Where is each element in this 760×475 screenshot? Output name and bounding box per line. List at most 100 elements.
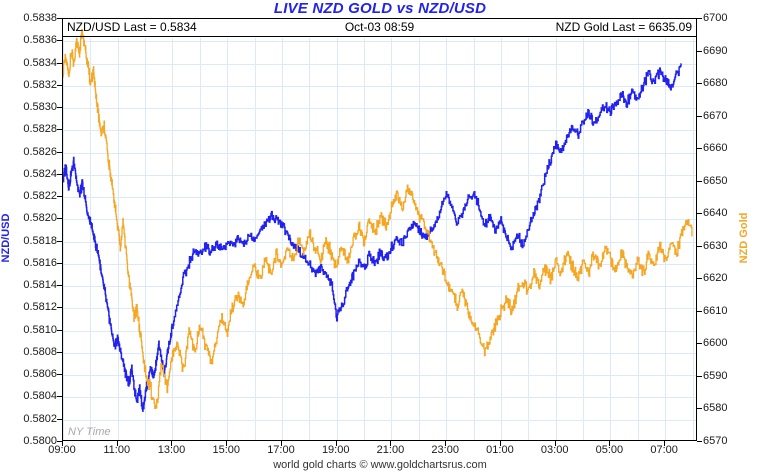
timezone-watermark: NY Time	[68, 426, 111, 438]
x-axis-tick-label: 11:00	[103, 444, 131, 456]
y-axis-tick-label: 0.5836	[23, 34, 57, 47]
y-axis-tick-label: 0.5812	[23, 301, 57, 314]
x-axis-tick-mark	[117, 441, 118, 446]
x-axis-tick-label: 15:00	[212, 444, 240, 456]
y2-axis-tick-label: 6650	[703, 174, 728, 187]
x-axis-tick-mark	[226, 441, 227, 446]
left-axis-title: NZD/USD	[0, 213, 12, 263]
y2-axis-tick-mark	[697, 51, 702, 52]
y-axis-tick-mark	[57, 107, 62, 108]
x-axis-tick-label: 03:00	[540, 444, 569, 456]
x-axis-tick-mark	[500, 441, 501, 446]
y-axis-tick-mark	[57, 85, 62, 86]
y2-axis-tick-mark	[697, 18, 702, 19]
y2-axis-tick-mark	[697, 311, 702, 312]
footer-credit: world gold charts © www.goldchartsrus.co…	[273, 459, 487, 471]
x-axis-tick-label: 07:00	[650, 444, 678, 456]
x-axis-tick-label: 09:00	[48, 444, 76, 456]
y-axis-tick-label: 0.5806	[23, 368, 57, 381]
y2-axis-tick-label: 6690	[703, 44, 728, 57]
y2-axis-tick-mark	[697, 83, 702, 84]
y-axis-tick-label: 0.5824	[23, 167, 57, 180]
y-axis-tick-mark	[57, 63, 62, 64]
y-axis-tick-mark	[57, 419, 62, 420]
y2-axis-tick-label: 6630	[703, 239, 728, 252]
y-axis-tick-label: 0.5814	[23, 279, 57, 292]
x-axis-tick-mark	[609, 441, 610, 446]
y-axis-tick-label: 0.5820	[23, 212, 57, 225]
y2-axis-tick-label: 6600	[703, 337, 728, 350]
y-axis-tick-mark	[57, 18, 62, 19]
y-axis-tick-label: 0.5830	[23, 101, 57, 114]
y-axis-tick-mark	[57, 263, 62, 264]
y-axis-tick-label: 0.5810	[23, 323, 57, 336]
x-axis-tick-label: 23:00	[431, 444, 459, 456]
y-axis-tick-label: 0.5816	[23, 256, 57, 269]
y-axis-tick-label: 0.5808	[23, 345, 57, 358]
y-axis-tick-mark	[57, 218, 62, 219]
y-axis-tick-mark	[57, 441, 62, 442]
y2-axis-tick-label: 6580	[703, 402, 728, 415]
page-title: LIVE NZD GOLD vs NZD/USD	[273, 0, 487, 17]
y-axis-tick-label: 0.5822	[23, 190, 57, 203]
y-axis-tick-label: 0.5826	[23, 145, 57, 158]
y2-axis-tick-label: 6620	[703, 272, 728, 285]
y2-axis-tick-mark	[697, 181, 702, 182]
gridlines	[63, 38, 696, 440]
y2-axis-tick-mark	[697, 148, 702, 149]
x-axis-tick-mark	[336, 441, 337, 446]
y-axis-tick-label: 0.5804	[23, 390, 57, 403]
x-axis-tick-label: 01:00	[486, 444, 514, 456]
y-axis-tick-mark	[57, 396, 62, 397]
plot-area	[62, 18, 697, 441]
x-axis-tick-mark	[281, 441, 282, 446]
x-axis-tick-mark	[555, 441, 556, 446]
series-lines	[63, 28, 693, 412]
y2-axis-tick-label: 6700	[703, 12, 728, 24]
y2-axis-tick-mark	[697, 408, 702, 409]
y2-axis-tick-label: 6670	[703, 109, 728, 122]
y-axis-tick-label: 0.5800	[23, 435, 57, 447]
y2-axis-tick-label: 6610	[703, 304, 728, 317]
x-axis-tick-mark	[390, 441, 391, 446]
y2-axis-tick-mark	[697, 213, 702, 214]
y-axis-tick-mark	[57, 129, 62, 130]
x-axis-tick-mark	[664, 441, 665, 446]
y-axis-tick-label: 0.5818	[23, 234, 57, 247]
y-axis-tick-mark	[57, 330, 62, 331]
y-axis-tick-mark	[57, 352, 62, 353]
x-axis-tick-mark	[445, 441, 446, 446]
y2-axis-tick-mark	[697, 246, 702, 247]
y-axis-tick-label: 0.5834	[23, 56, 57, 69]
y2-axis-tick-label: 6590	[703, 369, 728, 382]
y2-axis-tick-label: 6640	[703, 207, 728, 220]
y2-axis-tick-mark	[697, 441, 702, 442]
y2-axis-tick-label: 6680	[703, 77, 728, 90]
y2-axis-tick-mark	[697, 116, 702, 117]
x-axis-tick-label: 21:00	[376, 444, 405, 456]
y-axis-tick-label: 0.5802	[23, 412, 57, 425]
y2-axis-tick-mark	[697, 278, 702, 279]
x-axis-tick-label: 17:00	[267, 444, 295, 456]
y2-axis-tick-label: 6660	[703, 142, 728, 155]
y-axis-tick-mark	[57, 374, 62, 375]
x-axis-tick-mark	[62, 441, 63, 446]
y-axis-tick-mark	[57, 241, 62, 242]
y-axis-tick-mark	[57, 307, 62, 308]
y-axis-tick-mark	[57, 285, 62, 286]
x-axis-tick-label: 05:00	[595, 444, 624, 456]
series-nzd-gold	[63, 28, 693, 410]
y-axis-tick-label: 0.5828	[23, 123, 57, 136]
x-axis-tick-label: 19:00	[321, 444, 350, 456]
y-axis-tick-mark	[57, 152, 62, 153]
y2-axis-tick-mark	[697, 343, 702, 344]
y-axis-tick-label: 0.5838	[23, 12, 57, 24]
y2-axis-tick-label: 6570	[703, 435, 728, 447]
y-axis-tick-mark	[57, 40, 62, 41]
series-nzd-usd	[63, 63, 682, 412]
x-axis-tick-label: 13:00	[157, 444, 186, 456]
y-axis-tick-label: 0.5832	[23, 78, 57, 91]
y-axis-tick-mark	[57, 174, 62, 175]
x-axis-tick-mark	[171, 441, 172, 446]
